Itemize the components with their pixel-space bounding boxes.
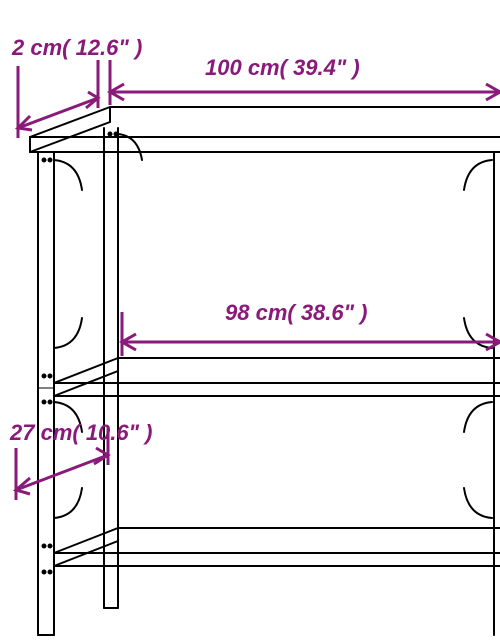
label-mid-depth: 27 cm( 10.6" ) — [9, 420, 153, 445]
label-top-depth: 2 cm( 12.6" ) — [11, 35, 142, 60]
label-top-width: 100 cm( 39.4" ) — [205, 55, 360, 80]
label-mid-width: 98 cm( 38.6" ) — [225, 300, 368, 325]
furniture-outline — [30, 107, 500, 635]
furniture-dimension-diagram: 2 cm( 12.6" ) 100 cm( 39.4" ) 98 cm( 38.… — [0, 0, 500, 641]
